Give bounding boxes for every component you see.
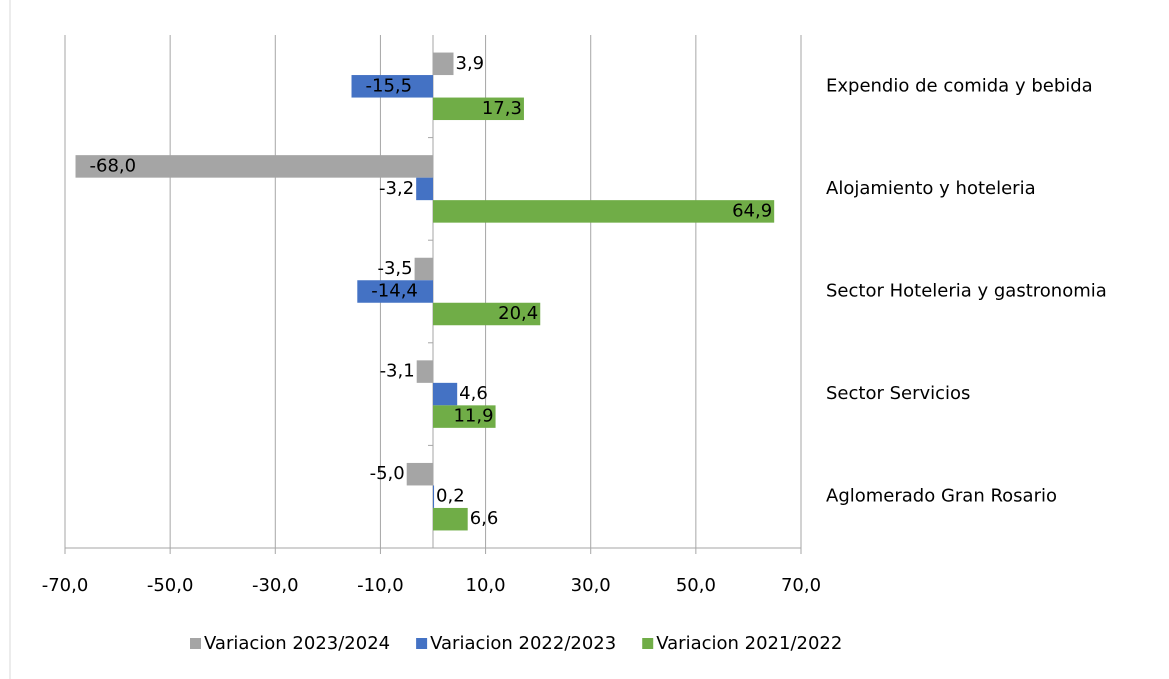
x-tick-label: 10,0 <box>466 575 506 596</box>
bar <box>433 507 468 531</box>
x-tick-label: -70,0 <box>42 575 89 596</box>
legend-swatch <box>190 638 201 649</box>
data-label: 20,4 <box>498 303 538 324</box>
data-label: -3,5 <box>377 258 412 279</box>
data-label: 17,3 <box>482 98 522 119</box>
category-label: Expendio de comida y bebida <box>826 75 1093 96</box>
legend-label: Variacion 2023/2024 <box>204 633 390 654</box>
bar <box>75 155 433 178</box>
category-label: Aglomerado Gran Rosario <box>826 486 1057 507</box>
data-label: -3,1 <box>380 361 415 382</box>
bar <box>433 485 435 508</box>
legend-swatch <box>416 638 428 649</box>
legend-label: Variacion 2021/2022 <box>656 633 842 654</box>
chart-border <box>9 0 11 679</box>
data-label: 6,6 <box>470 508 499 529</box>
legend-label: Variacion 2022/2023 <box>430 633 616 654</box>
bar <box>416 177 433 201</box>
bar <box>406 462 433 486</box>
category-label: Alojamiento y hoteleria <box>826 178 1036 199</box>
bar <box>351 75 433 98</box>
data-label: 3,9 <box>456 53 485 74</box>
data-label: -5,0 <box>370 463 405 484</box>
data-label: -3,2 <box>379 178 414 199</box>
legend-swatch <box>642 638 654 649</box>
bar <box>357 280 433 303</box>
x-tick-label: -30,0 <box>252 575 299 596</box>
x-tick-label: 30,0 <box>571 575 611 596</box>
data-label: -15,5 <box>366 75 413 96</box>
bar <box>416 360 433 383</box>
bar <box>433 200 775 223</box>
data-label: 4,6 <box>459 383 488 404</box>
bar <box>414 257 433 281</box>
data-label: -14,4 <box>371 281 418 302</box>
data-label: 11,9 <box>453 406 493 427</box>
bar <box>433 302 541 326</box>
bar <box>433 405 496 428</box>
data-label: 0,2 <box>436 486 465 507</box>
category-label: Sector Servicios <box>826 383 970 404</box>
bar <box>433 52 454 76</box>
x-tick-label: 50,0 <box>676 575 716 596</box>
category-label: Sector Hoteleria y gastronomia <box>826 281 1107 302</box>
data-label: 64,9 <box>732 200 772 221</box>
bar <box>433 382 458 406</box>
bar <box>433 97 524 121</box>
x-tick-label: -10,0 <box>357 575 404 596</box>
data-label: -68,0 <box>90 155 137 176</box>
x-tick-label: -50,0 <box>147 575 194 596</box>
x-tick-label: 70,0 <box>781 575 821 596</box>
